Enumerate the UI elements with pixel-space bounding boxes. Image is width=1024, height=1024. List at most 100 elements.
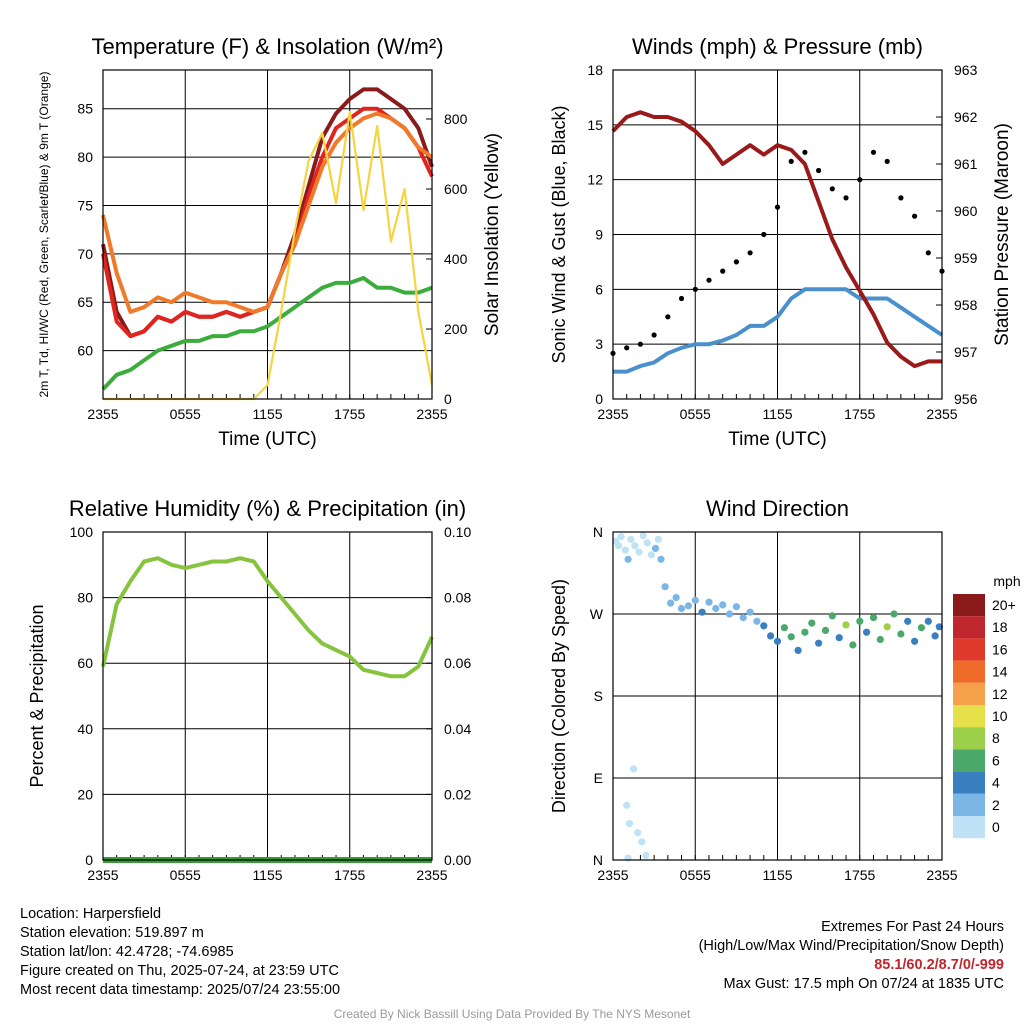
direction-point <box>935 623 943 631</box>
direction-point <box>808 619 816 627</box>
colorbar-label: 6 <box>992 752 1000 768</box>
colorbar-swatch <box>953 816 985 839</box>
direction-point <box>677 604 686 613</box>
direction-point <box>623 801 631 809</box>
gust-point <box>870 149 877 155</box>
gust-point <box>678 295 685 302</box>
direction-point <box>890 610 898 618</box>
y2-tick-label: 0.04 <box>444 721 471 737</box>
colorbar-swatch <box>953 616 985 639</box>
recent-text: Most recent data timestamp: 2025/07/24 2… <box>20 982 341 998</box>
y-tick-label: 15 <box>587 117 603 133</box>
y-tick-label: N <box>593 852 603 868</box>
x-axis-label: Time (UTC) <box>218 429 317 450</box>
latlon-text: Station lat/lon: 42.4728; -74.6985 <box>20 944 234 960</box>
y-tick-label: 40 <box>77 721 93 737</box>
direction-point <box>773 637 782 645</box>
x-tick-label: 1755 <box>844 406 875 422</box>
x-tick-label: 1755 <box>334 867 365 883</box>
y2-tick-label: 961 <box>954 156 978 172</box>
direction-point <box>712 604 720 613</box>
x-tick-label: 2355 <box>926 867 957 883</box>
y2-tick-label: 400 <box>444 251 468 267</box>
colorbar-label: 20+ <box>992 597 1016 613</box>
extremes-fields: (High/Low/Max Wind/Precipitation/Snow De… <box>698 938 1004 954</box>
colorbar-label: 4 <box>992 775 1000 791</box>
x-tick-label: 1155 <box>762 867 792 883</box>
gust-point <box>747 250 753 256</box>
y-axis-label: Direction (Colored By Speed) <box>549 579 569 813</box>
chart-title: Temperature (F) & Insolation (W/m²) <box>91 34 443 59</box>
gust-point <box>692 286 698 292</box>
series-line-2 <box>101 111 434 314</box>
colorbar-swatch <box>953 793 985 816</box>
gust-point <box>925 250 931 256</box>
wind-pressure-panel: Winds (mph) & Pressure (mb) 2355 0555 1155 1… <box>549 34 1013 450</box>
colorbar-title: mph <box>993 573 1020 589</box>
series-line-0 <box>613 287 944 374</box>
y-axis-label: Percent & Precipitation <box>27 604 47 787</box>
direction-point <box>746 608 754 616</box>
direction-point <box>780 624 789 632</box>
direction-point <box>647 551 656 559</box>
x-tick-label: 1155 <box>762 406 792 422</box>
direction-point <box>869 614 878 622</box>
x-tick-label: 1755 <box>334 406 365 422</box>
direction-point <box>617 533 625 541</box>
direction-point <box>643 539 651 547</box>
y-tick-label: 85 <box>77 101 93 117</box>
colorbar-label: 18 <box>992 619 1008 635</box>
colorbar-swatch <box>953 638 985 661</box>
direction-point <box>815 639 823 647</box>
chart-title: Winds (mph) & Pressure (mb) <box>632 34 923 59</box>
colorbar-label: 2 <box>992 797 1000 813</box>
gust-point <box>720 268 726 274</box>
y2-tick-label: 200 <box>444 321 468 337</box>
direction-point <box>661 583 669 591</box>
y2-axis-label: Solar Insolation (Yellow) <box>482 133 503 336</box>
x-tick-label: 2355 <box>597 867 628 883</box>
y2-tick-label: 0 <box>444 391 452 407</box>
plot-frame <box>612 69 943 400</box>
direction-point <box>732 603 741 611</box>
direction-point <box>856 617 864 625</box>
y-tick-label: 20 <box>77 786 93 802</box>
gust-point <box>774 204 781 210</box>
x-tick-label: 0555 <box>170 867 201 883</box>
y-tick-label: 18 <box>587 62 603 78</box>
direction-point <box>897 630 905 638</box>
created-text: Figure created on Thu, 2025-07-24, at 23… <box>20 963 339 979</box>
colorbar-label: 12 <box>992 686 1008 702</box>
colorbar-label: 0 <box>992 819 1000 835</box>
y-tick-label: 9 <box>595 227 603 243</box>
direction-point <box>753 617 761 625</box>
direction-point <box>691 596 699 604</box>
colorbar-swatch <box>953 705 985 728</box>
plot-frame <box>102 69 433 400</box>
colorbar-label: 8 <box>992 730 1000 746</box>
colorbar-label: 10 <box>992 708 1008 724</box>
x-tick-label: 2355 <box>87 867 118 883</box>
gust-point <box>665 314 671 320</box>
extremes-title: Extremes For Past 24 Hours <box>821 919 1004 935</box>
colorbar-swatch <box>953 682 985 705</box>
y-tick-label: W <box>590 606 604 622</box>
direction-point <box>621 546 629 554</box>
direction-point <box>917 624 926 632</box>
y2-tick-label: 0.00 <box>444 852 471 868</box>
direction-point <box>739 614 747 622</box>
direction-point <box>904 617 912 625</box>
plot-frame <box>612 531 943 861</box>
chart-title: Relative Humidity (%) & Precipitation (i… <box>69 496 466 521</box>
gust-point <box>802 149 808 155</box>
colorbar-swatch <box>953 771 985 794</box>
direction-point <box>705 598 713 606</box>
direction-point <box>634 829 642 837</box>
gust-point <box>788 158 794 164</box>
direction-point <box>835 634 843 642</box>
direction-point <box>624 854 632 862</box>
y2-axis-label: Station Pressure (Maroon) <box>992 123 1013 346</box>
y-tick-label: 60 <box>77 343 93 359</box>
y-tick-label: N <box>593 524 603 540</box>
y-axis-label: 2m T, Td, HI/WC (Red, Green, Scarlet/Blu… <box>37 72 51 398</box>
